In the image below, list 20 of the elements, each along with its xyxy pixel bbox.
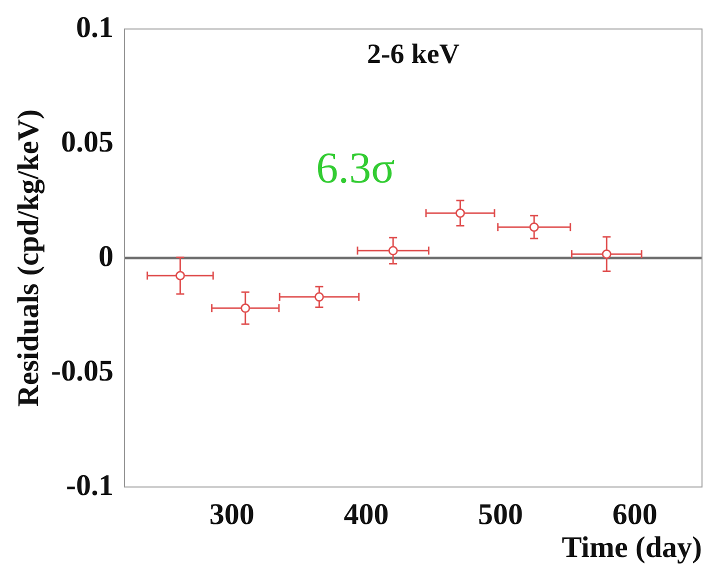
y-tick-label: 0.05 bbox=[60, 125, 114, 158]
x-tick-label: 300 bbox=[209, 498, 254, 531]
y-tick-label: 0.1 bbox=[76, 10, 114, 44]
y-tick-label: -0.05 bbox=[50, 354, 114, 388]
x-tick-label: 500 bbox=[478, 498, 524, 531]
x-axis-title: Time (day) bbox=[562, 530, 702, 564]
y-axis-title: Residuals (cpd/kg/keV) bbox=[12, 109, 45, 407]
y-tick-label: -0.1 bbox=[66, 468, 114, 502]
point bbox=[388, 246, 398, 256]
point bbox=[314, 292, 324, 302]
chart-title: 2-6 keV bbox=[366, 39, 460, 70]
point bbox=[602, 249, 612, 259]
point bbox=[456, 208, 465, 218]
point bbox=[529, 222, 539, 232]
x-tick-label: 600 bbox=[612, 498, 658, 531]
point bbox=[240, 303, 250, 313]
y-tick-label: 0 bbox=[98, 240, 114, 273]
x-tick-label: 400 bbox=[344, 498, 389, 531]
point bbox=[175, 270, 185, 280]
annotation: 6.3σ bbox=[316, 144, 396, 193]
